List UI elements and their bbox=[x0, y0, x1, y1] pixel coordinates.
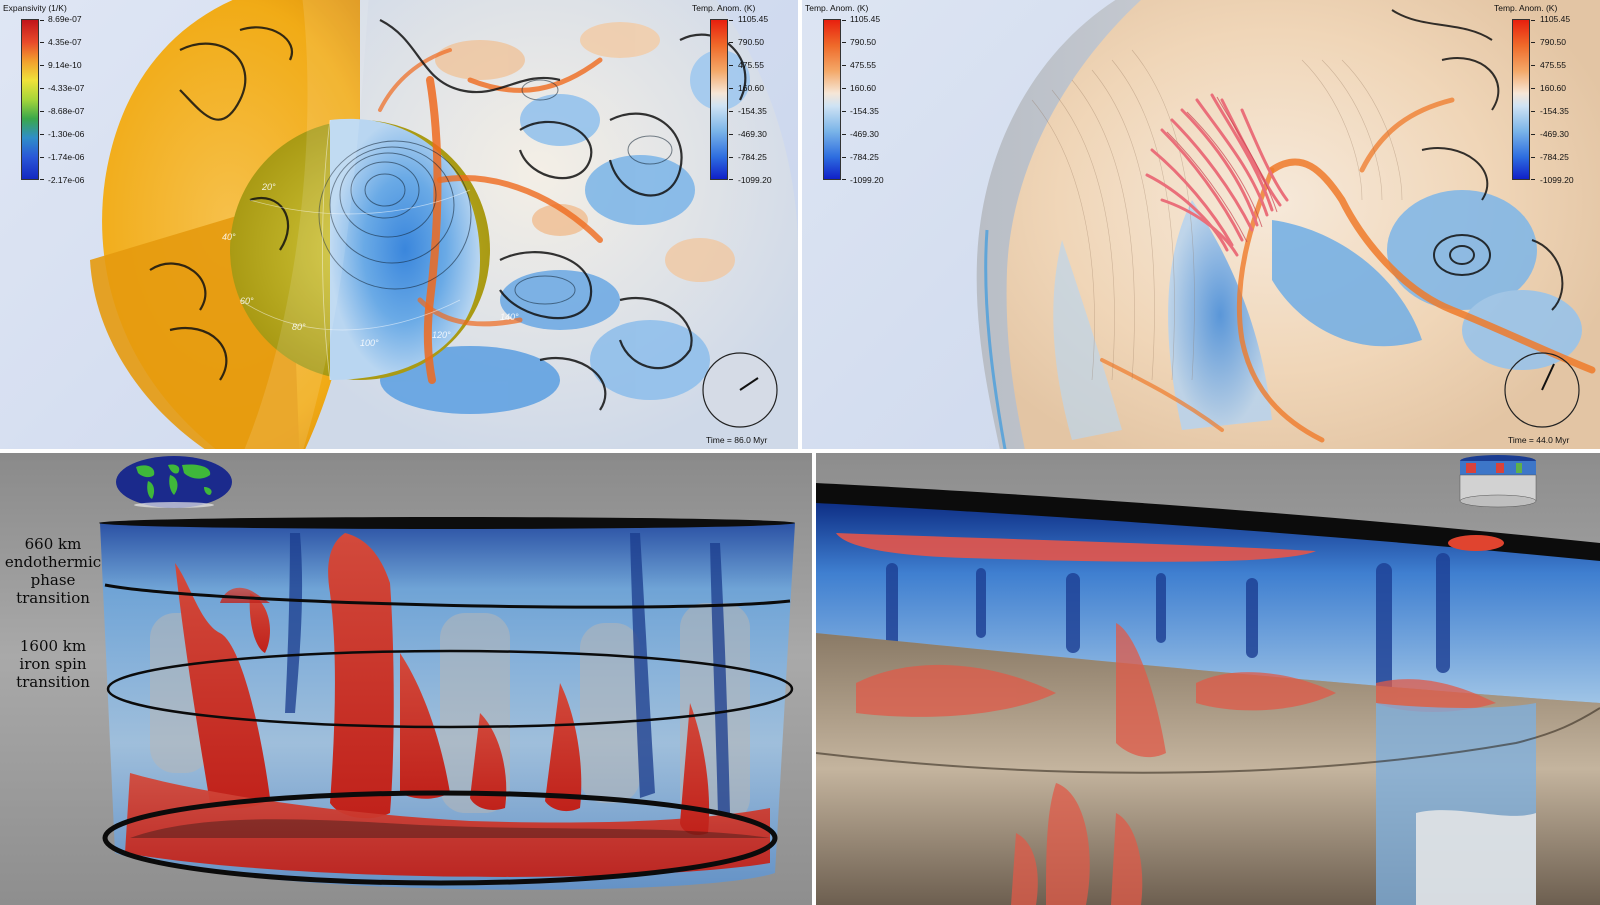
streamline-cutaway-scene bbox=[976, 0, 1600, 449]
temp-tick-7: -1099.20 bbox=[738, 175, 772, 185]
temp-left-tick-3: 160.60 bbox=[850, 83, 876, 93]
angle-label-100: 100° bbox=[360, 338, 379, 348]
label-660km-line-2: endothermic bbox=[4, 553, 102, 571]
hot-spot bbox=[1448, 535, 1504, 551]
label-1600km-line-1: 1600 km bbox=[19, 637, 87, 655]
label-660km: 660 km endothermic phase transition bbox=[0, 535, 106, 607]
angle-label-60: 60° bbox=[240, 296, 254, 306]
angle-label-20: 20° bbox=[262, 182, 276, 192]
expansivity-tick-5: -1.30e-06 bbox=[48, 129, 85, 139]
temp-tick-3: 160.60 bbox=[738, 83, 764, 93]
temp-right-tick-4: -154.35 bbox=[1540, 106, 1569, 116]
angle-label-80: 80° bbox=[292, 322, 306, 332]
cylinder-minimap-icon bbox=[1459, 455, 1537, 508]
expansivity-colorbar bbox=[21, 19, 44, 180]
temp-colorbar-title-right: Temp. Anom. (K) bbox=[1494, 3, 1558, 13]
cylinder-volume-scene bbox=[99, 517, 795, 890]
temp-colorbar-right bbox=[1512, 19, 1535, 180]
temp-tick-0: 1105.45 bbox=[738, 14, 769, 24]
latitude-grid bbox=[239, 119, 471, 381]
hot-lens bbox=[836, 533, 1316, 562]
panel-streamline-sphere: Temp. Anom. (K) 1105.45 790.50 475.55 16… bbox=[802, 0, 1600, 449]
hot-flow-streaks bbox=[1100, 97, 1596, 443]
cold-flow-regions bbox=[1053, 190, 1582, 440]
temp-left-tick-6: -784.25 bbox=[850, 152, 879, 162]
temp-colorbar-left bbox=[823, 19, 846, 180]
cold-downwellings bbox=[285, 533, 730, 815]
panel-cylinder-transitions: 660 km endothermic phase transition 1600… bbox=[0, 453, 812, 905]
temp-tick-4: -154.35 bbox=[738, 106, 767, 116]
temp-left-tick-2: 475.55 bbox=[850, 60, 876, 70]
temp-tick-1: 790.50 bbox=[738, 37, 764, 47]
temp-right-tick-3: 160.60 bbox=[1540, 83, 1566, 93]
fine-contours bbox=[318, 79, 673, 305]
label-660km-line-4: transition bbox=[16, 589, 90, 607]
clock-dial-icon bbox=[1504, 352, 1580, 428]
ring-1600km bbox=[106, 649, 794, 729]
cylinder-base-rim bbox=[102, 790, 778, 886]
cold-drips bbox=[886, 553, 1450, 703]
panel-expansivity-sphere: 20° 40° 60° 80° 100° 120° 140° Expansivi… bbox=[0, 0, 798, 449]
cylinder-closeup-scene bbox=[816, 483, 1600, 905]
angle-label-120: 120° bbox=[432, 330, 451, 340]
label-660km-line-3: phase bbox=[30, 571, 76, 589]
sphere-cutaway-scene bbox=[90, 0, 798, 449]
temp-right-tick-2: 475.55 bbox=[1540, 60, 1566, 70]
contour-lines bbox=[149, 19, 747, 411]
temp-colorbar bbox=[710, 19, 733, 180]
angle-label-40: 40° bbox=[222, 232, 236, 242]
expansivity-colorbar-title: Expansivity (1/K) bbox=[3, 3, 67, 13]
time-label: Time = 86.0 Myr bbox=[706, 435, 768, 445]
label-1600km-line-3: transition bbox=[16, 673, 90, 691]
temp-left-tick-5: -469.30 bbox=[850, 129, 879, 139]
label-1600km: 1600 km iron spin transition bbox=[0, 637, 106, 691]
expansivity-tick-2: 9.14e-10 bbox=[48, 60, 82, 70]
panel-cylinder-closeup bbox=[816, 453, 1600, 905]
temp-right-tick-1: 790.50 bbox=[1540, 37, 1566, 47]
inner-streamline-shell bbox=[1006, 0, 1600, 449]
temp-right-tick-5: -469.30 bbox=[1540, 129, 1569, 139]
expansivity-tick-4: -8.68e-07 bbox=[48, 106, 85, 116]
angle-label-140: 140° bbox=[500, 312, 519, 322]
ring-660km bbox=[104, 583, 791, 609]
temp-tick-5: -469.30 bbox=[738, 129, 767, 139]
temp-right-tick-6: -784.25 bbox=[1540, 152, 1569, 162]
expansivity-tick-0: 8.69e-07 bbox=[48, 14, 82, 24]
expansivity-tick-1: 4.35e-07 bbox=[48, 37, 82, 47]
temp-right-tick-7: -1099.20 bbox=[1540, 175, 1574, 185]
temp-tick-2: 475.55 bbox=[738, 60, 764, 70]
contour-lines bbox=[1391, 9, 1564, 311]
temp-colorbar-title: Temp. Anom. (K) bbox=[692, 3, 756, 13]
clock-dial-icon bbox=[702, 352, 778, 428]
warm-anomalies bbox=[435, 22, 735, 282]
temp-left-tick-4: -154.35 bbox=[850, 106, 879, 116]
temp-colorbar-title-left: Temp. Anom. (K) bbox=[805, 3, 869, 13]
temp-left-tick-1: 790.50 bbox=[850, 37, 876, 47]
cold-anomalies bbox=[380, 50, 750, 414]
expansivity-tick-6: -1.74e-06 bbox=[48, 152, 85, 162]
top-rim bbox=[816, 483, 1600, 563]
expansivity-tick-3: -4.33e-07 bbox=[48, 83, 85, 93]
temp-left-tick-7: -1099.20 bbox=[850, 175, 884, 185]
temp-tick-6: -784.25 bbox=[738, 152, 767, 162]
time-label: Time = 44.0 Myr bbox=[1508, 435, 1570, 445]
temp-left-tick-0: 1105.45 bbox=[850, 14, 881, 24]
plume-streamtubes bbox=[1145, 93, 1289, 257]
expansivity-tick-7: -2.17e-06 bbox=[48, 175, 85, 185]
world-map-icon bbox=[116, 456, 232, 508]
hot-plumes bbox=[856, 623, 1496, 905]
streamline-texture bbox=[1031, 49, 1403, 381]
cylinder-top-rim bbox=[99, 517, 795, 529]
temp-right-tick-0: 1105.45 bbox=[1540, 14, 1571, 24]
label-1600km-line-2: iron spin bbox=[19, 655, 87, 673]
label-660km-line-1: 660 km bbox=[24, 535, 82, 553]
